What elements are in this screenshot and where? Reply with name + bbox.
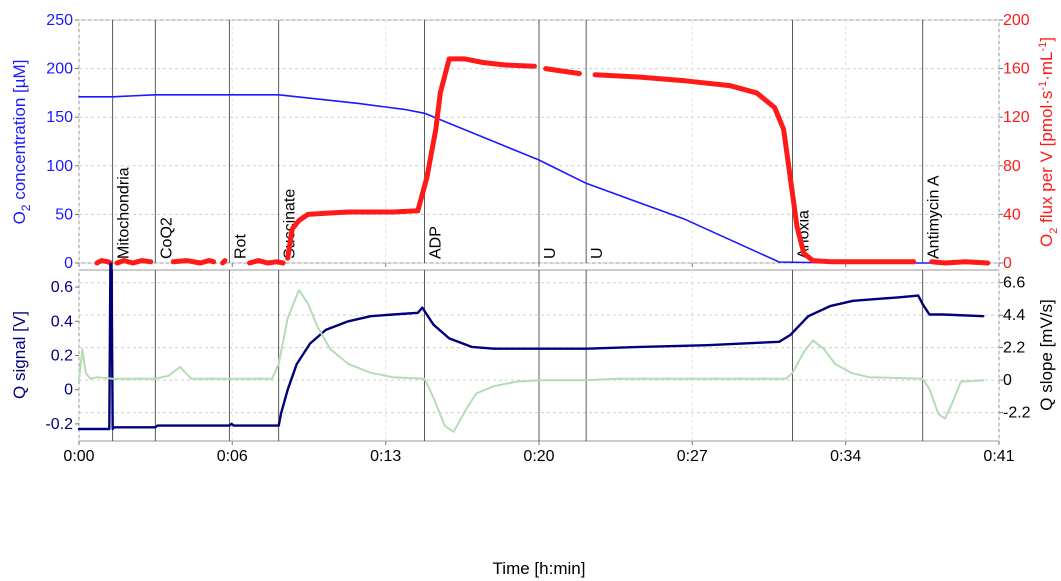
- x-axis-title: Time [h:min]: [493, 559, 586, 578]
- x-tick-label: 0:13: [370, 448, 401, 465]
- event-label: Mitochondria: [116, 167, 133, 259]
- x-tick-label: 0:34: [830, 448, 861, 465]
- top-series-1-line: [220, 258, 228, 266]
- top-right-tick-label: 200: [1003, 12, 1030, 29]
- event-label: Rot: [232, 234, 249, 259]
- bottom-series-0-line: [77, 262, 985, 431]
- bottom-right-tick-label: 6.6: [1003, 275, 1025, 292]
- top-series-1-line: [285, 56, 537, 261]
- top-series-1-line: [543, 66, 582, 76]
- top-left-tick-label: 0: [64, 255, 73, 272]
- x-tick-label: 0:00: [63, 448, 94, 465]
- top-series-1-line: [592, 72, 917, 265]
- bottom-right-tick-label: 4.4: [1003, 307, 1025, 324]
- event-label: U: [589, 247, 606, 259]
- x-tick-label: 0:27: [677, 448, 708, 465]
- top-right-tick-label: 40: [1003, 206, 1021, 223]
- top-left-axis-title: O2 concentration [µM]: [10, 60, 33, 225]
- event-label: Succinate: [282, 189, 299, 259]
- bottom-right-axis-title: Q slope [mV/s]: [1037, 299, 1056, 410]
- event-label: CoQ2: [158, 217, 175, 259]
- top-series-group: [78, 56, 991, 266]
- bottom-left-tick-label: 0.4: [51, 313, 73, 330]
- event-label: ADP: [428, 226, 445, 259]
- axis-tick-labels: 0 50 100 150 200 250 0 40 80 120 160 200 -0.2 0 0.2 0.4…: [45, 12, 1030, 465]
- bottom-left-tick-label: 0.6: [51, 279, 73, 296]
- event-label: Antimycin A: [926, 175, 943, 259]
- top-left-tick-label: 200: [46, 61, 73, 78]
- top-series-1-line: [247, 258, 286, 266]
- bottom-left-tick-label: 0.2: [51, 348, 73, 365]
- top-right-tick-label: 120: [1003, 109, 1030, 126]
- top-right-tick-label: 80: [1003, 158, 1021, 175]
- bottom-right-tick-label: -2.2: [1003, 405, 1031, 422]
- bottom-right-tick-label: 2.2: [1003, 340, 1025, 357]
- bottom-left-tick-label: 0: [64, 382, 73, 399]
- top-series-1-line: [94, 258, 113, 266]
- top-left-tick-label: 100: [46, 158, 73, 175]
- bottom-series-group: [77, 262, 985, 433]
- top-series-1-line: [170, 258, 217, 266]
- bottom-right-tick-label: 0: [1003, 372, 1012, 389]
- top-right-tick-label: 160: [1003, 61, 1030, 78]
- x-tick-label: 0:41: [983, 448, 1014, 465]
- top-series-1-line: [114, 258, 154, 266]
- x-tick-label: 0:20: [523, 448, 554, 465]
- top-left-tick-label: 250: [46, 12, 73, 29]
- top-right-tick-label: 0: [1003, 255, 1012, 272]
- event-label: U: [542, 247, 559, 259]
- top-series-0-line: [78, 94, 982, 264]
- top-right-axis-title: O2 flux per V [pmol·s-1·mL-1]: [1037, 37, 1060, 247]
- x-tick-label: 0:06: [217, 448, 248, 465]
- bottom-series-1-line: [78, 289, 985, 433]
- bottom-left-axis-title: Q signal [V]: [10, 311, 29, 399]
- top-left-tick-label: 150: [46, 109, 73, 126]
- top-event-markers: Mitochondria CoQ2 Rot Succinate ADP U U Anoxia A…: [112, 20, 943, 263]
- top-left-tick-label: 50: [55, 206, 73, 223]
- bottom-left-tick-label: -0.2: [45, 416, 73, 433]
- top-series-1-line: [929, 259, 991, 266]
